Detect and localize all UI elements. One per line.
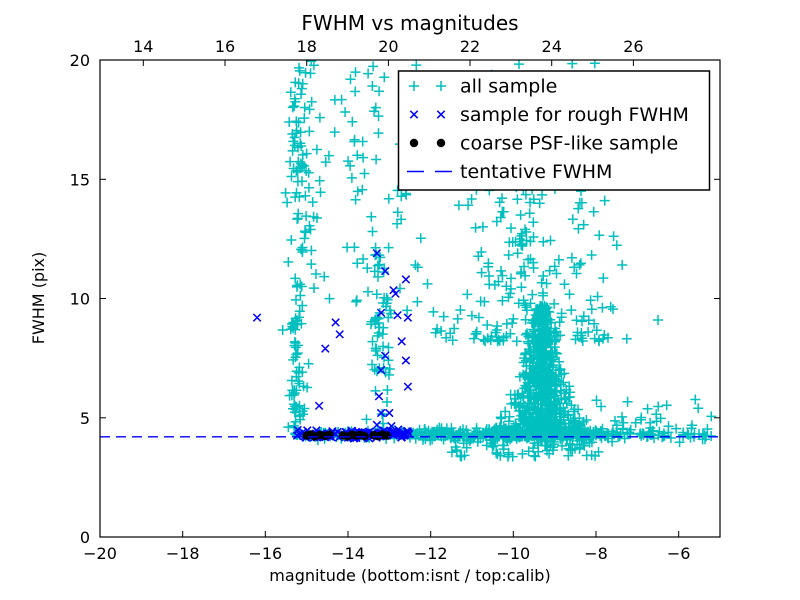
legend-label: tentative FWHM [460, 161, 612, 183]
tick-label: −18 [166, 544, 200, 563]
tick-label: −20 [83, 544, 117, 563]
tick-label: −10 [496, 544, 530, 563]
tick-label: −16 [248, 544, 282, 563]
tick-label: −8 [584, 544, 608, 563]
legend-item-all-sample: all sample [409, 76, 557, 98]
tick-label: −12 [414, 544, 448, 563]
legend-label: all sample [460, 76, 557, 98]
tick-label: 0 [80, 528, 90, 547]
tick-label: 5 [80, 409, 90, 428]
chart-title: FWHM vs magnitudes [301, 11, 518, 35]
tick-label: 24 [542, 37, 562, 56]
legend-frame [397, 70, 711, 191]
tick-label: 16 [215, 37, 235, 56]
plus-marker-icon [409, 81, 446, 91]
tick-label: −14 [331, 544, 365, 563]
tick-label: 15 [70, 170, 90, 189]
tick-label: −6 [667, 544, 691, 563]
coarse-psf-sample-points [302, 430, 392, 441]
legend-label: sample for rough FWHM [460, 104, 689, 126]
tick-label: 18 [297, 37, 317, 56]
legend-item-rough-fwhm: sample for rough FWHM [409, 104, 689, 126]
tick-label: 10 [70, 290, 90, 309]
dot-marker-icon [409, 138, 446, 148]
cross-glyph [409, 110, 446, 119]
legend-item-tentative-fwhm: tentative FWHM [407, 161, 612, 183]
tick-label: 20 [70, 51, 90, 70]
axis-ticks: −20 −18 −16 −14 −12 −10 −8 −6 14 16 18 20 22 24 26 0 5 10… [70, 37, 720, 563]
legend-item-coarse-psf: coarse PSF-like sample [409, 133, 678, 155]
legend-label: coarse PSF-like sample [460, 133, 678, 155]
tick-label: 20 [378, 37, 398, 56]
legend: all sample sample for rough FWHM coarse … [397, 70, 711, 191]
x-axis-label: magnitude (bottom:isnt / top:calib) [269, 566, 550, 585]
tick-label: 14 [133, 37, 153, 56]
all-sample-points [277, 60, 717, 462]
tick-label: 22 [460, 37, 480, 56]
y-axis-label: FWHM (pix) [29, 252, 48, 345]
dot-glyph [409, 138, 446, 148]
plus-glyph [409, 81, 446, 91]
plot-area [100, 60, 720, 462]
tick-label: 26 [623, 37, 643, 56]
cross-marker-icon [409, 110, 446, 119]
